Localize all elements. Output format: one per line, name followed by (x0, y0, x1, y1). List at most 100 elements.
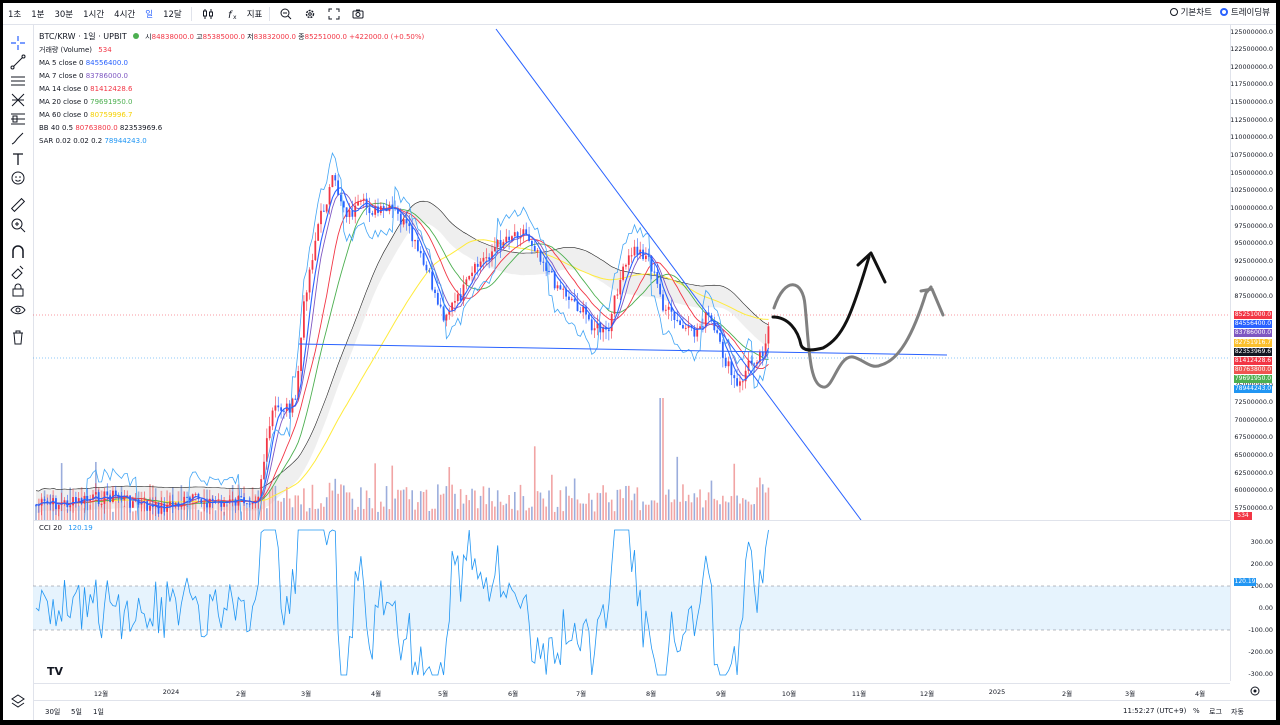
symbol-title[interactable]: BTC/KRW · 1일 · UPBIT (39, 32, 127, 41)
time-tick: 11월 (851, 690, 867, 698)
price-tick: 100000000.0 (1230, 204, 1273, 212)
price-tick: 65000000.0 (1234, 451, 1273, 460)
price-axis[interactable]: 125000000.0 122500000.0 120000000.0 1175000… (1230, 25, 1276, 520)
indicator-value: 84556400.0 (85, 59, 128, 67)
price-tick: 102500000.0 (1230, 186, 1273, 195)
candle-type-icon[interactable] (201, 7, 215, 21)
legend-ma14-row[interactable]: MA 14 close 0 81412428.6 (39, 83, 424, 96)
percent-toggle[interactable]: % (1193, 707, 1200, 715)
drawn-scenario-path-black[interactable] (771, 255, 871, 352)
svg-text:f: f (228, 10, 233, 20)
ruler-icon[interactable] (10, 197, 26, 213)
interval-1s[interactable]: 1초 (8, 9, 22, 20)
time-axis-settings-icon[interactable] (1250, 686, 1260, 696)
horizontal-lines-icon[interactable] (10, 73, 26, 89)
brush-icon[interactable] (10, 130, 26, 146)
indicator-value: 80759996.7 (90, 111, 133, 119)
time-tick: 2024 (162, 688, 180, 696)
cci-value: 120.19 (68, 524, 93, 532)
time-tick: 8월 (645, 690, 657, 698)
range-1d[interactable]: 1일 (93, 708, 104, 716)
drawn-downtrend-line[interactable] (495, 28, 862, 520)
interval-4h[interactable]: 4시간 (114, 9, 136, 20)
gear-icon[interactable] (303, 7, 317, 21)
log-toggle[interactable]: 로그 (1209, 708, 1222, 716)
interval-1h[interactable]: 1시간 (83, 9, 105, 20)
time-tick: 5월 (437, 690, 449, 698)
price-tick: 110000000.0 (1230, 133, 1273, 142)
tradingview-logo[interactable]: TV (47, 665, 64, 678)
drawn-arrowhead-black[interactable] (856, 251, 887, 284)
legend-ma5-row[interactable]: MA 5 close 0 84556400.0 (39, 57, 424, 70)
cci-tick: -100.00 (1248, 626, 1273, 634)
price-badge: 82353969.6 (1234, 347, 1272, 356)
fib-retracement-icon[interactable] (10, 111, 26, 127)
price-badge: 80763800.0 (1234, 366, 1272, 375)
lock-drawings-icon[interactable] (10, 263, 26, 279)
indicator-label: SAR 0.02 0.02 0.2 (39, 137, 103, 145)
fullscreen-icon[interactable] (327, 7, 341, 21)
bollinger-upper-line (35, 200, 769, 492)
indicators-button[interactable]: 지표 (246, 9, 263, 20)
text-tool-icon[interactable] (10, 151, 26, 167)
range-30d[interactable]: 30일 (45, 708, 61, 716)
emoji-icon[interactable] (10, 170, 26, 186)
interval-12mo[interactable]: 12달 (163, 9, 182, 20)
tradingview-option[interactable]: 트레이딩뷰 (1219, 6, 1270, 18)
legend-sar-row[interactable]: SAR 0.02 0.02 0.2 78944243.0 (39, 135, 424, 148)
magnet-icon[interactable] (10, 244, 26, 260)
eye-icon[interactable] (10, 302, 26, 318)
interval-1d[interactable]: 일 (145, 9, 154, 20)
bottom-bar: 30일 5일 1일 11:52:27 (UTC+9) % 로그 자동 (33, 700, 1276, 720)
auto-scale-toggle[interactable]: 자동 (1231, 708, 1244, 716)
clock-timezone[interactable]: 11:52:27 (UTC+9) (1123, 707, 1187, 715)
svg-text:x: x (233, 14, 237, 20)
drawing-toolbar (3, 25, 34, 720)
price-tick: 115000000.0 (1230, 98, 1273, 107)
price-tick: 75000000.0 (1234, 381, 1273, 389)
legend-bb-row[interactable]: BB 40 0.5 80763800.0 82353969.6 (39, 122, 424, 135)
chart-legend: BTC/KRW · 1일 · UPBIT 시84838000.0 고853850… (39, 30, 424, 148)
low-label: 저 (247, 33, 254, 41)
cci-tick: 300.00 (1250, 538, 1273, 546)
drawn-arrowhead-gray[interactable] (919, 287, 945, 317)
pitchfork-icon[interactable] (10, 92, 26, 108)
legend-volume-row[interactable]: 거래량 (Volume) 534 (39, 44, 424, 57)
toolbar-divider (190, 6, 192, 21)
price-tick: 95000000.0 (1234, 239, 1273, 248)
indicator-value: 83786000.0 (85, 72, 128, 80)
basic-chart-option[interactable]: 기본차트 (1169, 6, 1212, 18)
compare-search-icon[interactable] (279, 7, 293, 21)
zoom-in-icon[interactable] (10, 217, 26, 233)
indicator-value: 78944243.0 (104, 137, 147, 145)
legend-ma20-row[interactable]: MA 20 close 0 79691950.0 (39, 96, 424, 109)
interval-30m[interactable]: 30분 (54, 9, 74, 20)
time-axis[interactable]: 12월 2024 2월 3월 4월 5월 6월 7월 8월 9월 10월 11월… (33, 683, 1230, 700)
interval-1m[interactable]: 1분 (31, 9, 45, 20)
trendline-icon[interactable] (10, 54, 26, 70)
cci-line (35, 529, 769, 677)
price-chart-canvas[interactable]: TV (33, 25, 1230, 683)
range-5d[interactable]: 5일 (71, 708, 82, 716)
toolbar-divider (269, 6, 271, 21)
chart-type-switch: 기본차트 트레이딩뷰 (1169, 6, 1270, 18)
legend-ma60-row[interactable]: MA 60 close 0 80759996.7 (39, 109, 424, 122)
camera-icon[interactable] (351, 7, 365, 21)
cci-legend[interactable]: CCI 20 120.19 (39, 524, 93, 532)
drawn-support-line[interactable] (298, 343, 948, 356)
price-tick: 70000000.0 (1234, 415, 1273, 424)
legend-ma7-row[interactable]: MA 7 close 0 83786000.0 (39, 70, 424, 83)
cci-axis[interactable]: 300.00 200.00 100.00 0.00 -100.00 -200.0… (1230, 521, 1276, 681)
lock-icon[interactable] (10, 282, 26, 298)
volume-value: 534 (98, 46, 112, 54)
price-tick: 90000000.0 (1234, 274, 1273, 283)
layers-icon[interactable] (10, 693, 26, 709)
market-status-icon (132, 33, 139, 39)
volume-label: 거래량 (Volume) (39, 46, 93, 54)
crosshair-icon[interactable] (10, 35, 26, 51)
drawn-scenario-path-gray[interactable] (772, 283, 933, 389)
price-tick: 57500000.0 (1234, 504, 1273, 513)
trash-icon[interactable] (10, 329, 26, 345)
